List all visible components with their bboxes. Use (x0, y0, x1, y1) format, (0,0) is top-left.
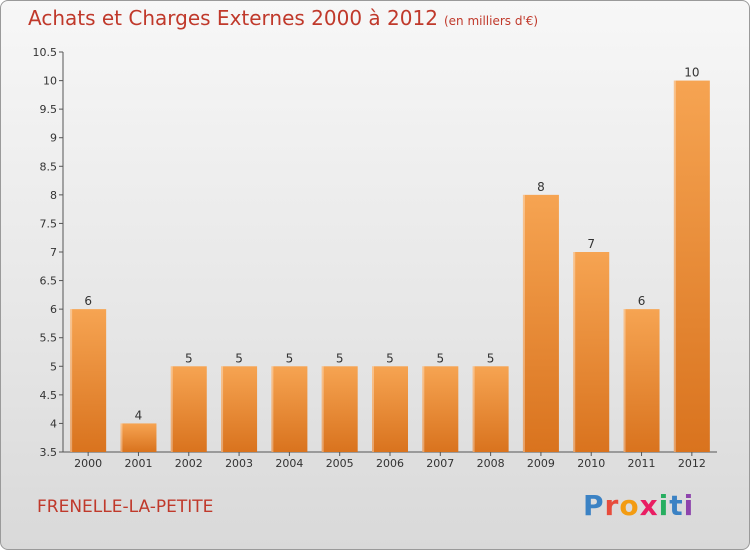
bar-value-label: 5 (386, 351, 394, 365)
bar-value-label: 8 (537, 180, 545, 194)
bar-highlight (372, 366, 374, 452)
y-tick-label: 10.5 (33, 46, 58, 59)
bar-value-label: 6 (638, 294, 646, 308)
logo-letter: t (669, 489, 684, 522)
y-tick-label: 8.5 (40, 160, 58, 173)
bar-value-label: 5 (487, 351, 495, 365)
logo-letter: r (604, 489, 620, 522)
x-tick-label: 2007 (426, 457, 454, 470)
bar-highlight (623, 309, 626, 452)
y-tick-label: 9 (50, 132, 57, 145)
x-tick-label: 2009 (527, 457, 555, 470)
logo-letter: i (683, 489, 695, 522)
x-tick-label: 2002 (175, 457, 203, 470)
bar (271, 366, 308, 452)
x-tick-label: 2006 (376, 457, 404, 470)
bar-highlight (221, 366, 224, 452)
x-tick-label: 2004 (275, 457, 303, 470)
y-tick-label: 4 (50, 417, 57, 430)
y-tick-label: 6 (50, 303, 57, 316)
y-tick-label: 6.5 (40, 275, 58, 288)
bar-highlight (271, 366, 274, 452)
y-tick-label: 5.5 (40, 332, 58, 345)
bar (573, 252, 610, 452)
proxiti-logo: Proxiti (583, 489, 694, 522)
logo-letter: o (619, 489, 640, 522)
bar (422, 366, 459, 452)
bar-highlight (673, 80, 676, 453)
bar (372, 366, 408, 452)
logo-letter: P (583, 489, 605, 522)
y-tick-label: 10 (43, 75, 57, 88)
x-tick-label: 2005 (326, 457, 354, 470)
x-tick-label: 2001 (124, 457, 152, 470)
bar-value-label: 6 (84, 294, 92, 308)
commune-name: FRENELLE-LA-PETITE (37, 497, 214, 517)
bar-value-label: 5 (286, 351, 294, 365)
y-tick-label: 9.5 (40, 103, 58, 116)
bar-value-label: 4 (135, 408, 143, 422)
x-tick-label: 2011 (628, 457, 656, 470)
bar (170, 366, 207, 452)
chart-title: Achats et Charges Externes 2000 à 2012 (e… (28, 6, 538, 30)
bar (70, 309, 107, 452)
x-tick-label: 2012 (678, 457, 706, 470)
x-tick-label: 2010 (577, 457, 605, 470)
y-tick-label: 7.5 (40, 217, 58, 230)
bar (321, 366, 358, 452)
bar (623, 309, 660, 452)
bar-value-label: 5 (235, 351, 243, 365)
bar-value-label: 7 (587, 237, 595, 251)
bar-highlight (522, 194, 525, 452)
y-tick-label: 7 (50, 246, 57, 259)
x-tick-label: 2000 (74, 457, 102, 470)
bar (472, 366, 509, 452)
y-tick-label: 5 (50, 360, 57, 373)
bar-highlight (321, 366, 324, 452)
bar-highlight (573, 252, 576, 452)
bar (522, 194, 559, 452)
logo-letter: i (658, 489, 670, 522)
bar-value-label: 5 (185, 351, 193, 365)
bar-highlight (120, 423, 123, 452)
bar-value-label: 5 (436, 351, 444, 365)
title-unit: (en milliers d'€) (443, 14, 539, 28)
x-tick-label: 2003 (225, 457, 253, 470)
y-tick-label: 3.5 (40, 446, 58, 459)
bar-value-label: 5 (336, 351, 344, 365)
logo-letter: x (639, 489, 659, 522)
bar-highlight (70, 309, 73, 452)
bar-highlight (422, 366, 425, 452)
y-tick-label: 8 (50, 189, 57, 202)
bar (221, 366, 258, 452)
title-text: Achats et Charges Externes 2000 à 2012 (28, 6, 438, 30)
y-tick-label: 4.5 (40, 389, 58, 402)
bar (120, 423, 157, 452)
bar-value-label: 10 (684, 66, 699, 80)
x-tick-label: 2008 (477, 457, 505, 470)
bar (673, 80, 710, 453)
bar-highlight (472, 366, 475, 452)
bar-highlight (170, 366, 173, 452)
